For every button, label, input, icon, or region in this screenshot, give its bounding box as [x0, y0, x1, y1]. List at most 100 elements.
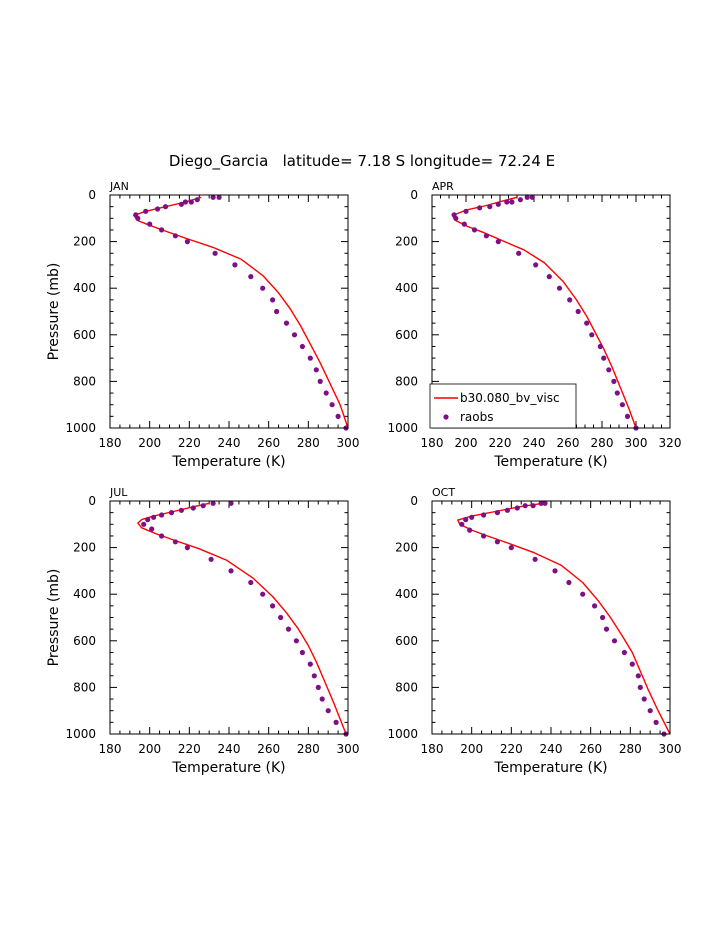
panel-apr: APR 180 200 220 240 260 280 300 320 0 200 400 600 800… [387, 180, 681, 470]
raobs-point [143, 208, 149, 214]
raobs-point [481, 512, 487, 518]
raobs-point [471, 227, 478, 233]
raobs-point [580, 591, 586, 597]
y-tick-label: 200 [395, 235, 418, 249]
raobs-point [494, 539, 500, 545]
raobs-point [149, 526, 155, 532]
raobs-point [522, 503, 528, 509]
raobs-point [619, 402, 626, 408]
x-tick-label: 300 [337, 436, 360, 450]
raobs-point [566, 579, 572, 586]
raobs-point [477, 205, 483, 211]
raobs-point [453, 215, 459, 221]
raobs-point [600, 614, 606, 621]
y-axis-label: Pressure (mb) [46, 569, 62, 667]
raobs-point [311, 673, 317, 679]
x-axis-label: Temperature (K) [493, 454, 607, 470]
raobs-point [210, 194, 216, 200]
raobs-point [315, 684, 321, 691]
raobs-point [530, 503, 536, 509]
raobs-point [637, 684, 643, 691]
x-tick-label: 220 [500, 742, 523, 756]
y-tick-label: 200 [73, 235, 96, 249]
raobs-point [291, 332, 298, 338]
x-tick-label: 220 [489, 436, 512, 450]
raobs-point [319, 696, 325, 702]
y-tick-label: 600 [395, 634, 418, 648]
raobs-point [260, 591, 266, 597]
raobs-point [293, 638, 299, 644]
raobs-point [624, 413, 631, 419]
raobs-point [469, 514, 475, 520]
raobs-point [524, 194, 530, 200]
x-axis-label: Temperature (K) [493, 760, 607, 776]
x-tick-label: 280 [591, 436, 614, 450]
y-axis-label: Pressure (mb) [46, 263, 62, 361]
legend-box [429, 383, 577, 429]
raobs-point [592, 603, 598, 609]
raobs-point [228, 568, 234, 574]
panel-oct: OCT 180 200 220 240 260 280 300 0 200 400 600 800 100… [387, 486, 681, 776]
legend-label: b30.080_bv_visc [460, 391, 560, 405]
raobs-point [210, 500, 216, 506]
raobs-point [546, 274, 552, 280]
x-tick-label: 240 [523, 436, 546, 450]
raobs-point [552, 568, 558, 574]
y-tick-label: 800 [395, 680, 418, 694]
plot-frame [109, 500, 349, 735]
raobs-point [182, 199, 188, 205]
x-tick-label: 260 [257, 742, 280, 756]
y-tick-label: 800 [73, 680, 96, 694]
raobs-point [329, 402, 335, 408]
raobs-point [481, 533, 487, 539]
raobs-point [151, 514, 157, 520]
raobs-point [575, 308, 581, 315]
raobs-point [178, 201, 184, 207]
raobs-point [601, 355, 607, 361]
x-tick-label: 260 [257, 436, 280, 450]
raobs-point [184, 545, 190, 551]
y-tick-label: 1000 [65, 727, 96, 741]
panel-jan: JAN 180 200 220 240 260 280 300 0 200 400 600 800 100… [46, 180, 359, 470]
x-tick-label: 180 [421, 436, 444, 450]
raobs-point [184, 239, 190, 245]
figure-title: Diego_Garcia latitude= 7.18 S longitude=… [169, 152, 555, 171]
raobs-point [188, 199, 194, 205]
raobs-point [641, 696, 647, 702]
raobs-point [514, 505, 520, 511]
raobs-point [606, 367, 612, 373]
raobs-point [509, 199, 515, 205]
raobs-point [274, 308, 280, 315]
raobs-point [194, 197, 200, 203]
raobs-point [228, 500, 234, 506]
raobs-point [647, 708, 653, 714]
y-tick-label: 600 [395, 328, 418, 342]
x-tick-label: 300 [337, 742, 360, 756]
model-profile-line [457, 502, 671, 735]
raobs-point [603, 626, 610, 632]
raobs-point [159, 533, 165, 539]
raobs-point [212, 250, 218, 256]
y-tick-label: 0 [410, 494, 418, 508]
raobs-point [159, 512, 165, 518]
raobs-point [307, 661, 313, 667]
raobs-point [135, 215, 141, 221]
raobs-point [147, 221, 153, 227]
y-tick-label: 600 [73, 634, 96, 648]
raobs-point [504, 507, 510, 513]
raobs-point [504, 199, 510, 205]
y-tick-label: 200 [395, 541, 418, 555]
raobs-point [299, 343, 305, 350]
x-axis-label: Temperature (K) [171, 760, 285, 776]
raobs-point [597, 343, 603, 350]
raobs-point [529, 194, 535, 200]
raobs-point [467, 527, 473, 533]
x-tick-label: 240 [218, 742, 241, 756]
x-tick-label: 200 [460, 742, 483, 756]
raobs-point [313, 367, 319, 373]
raobs-point [333, 719, 339, 726]
raobs-point [200, 503, 206, 509]
raobs-point [248, 579, 254, 586]
y-tick-label: 800 [73, 374, 96, 388]
raobs-point [317, 378, 323, 384]
